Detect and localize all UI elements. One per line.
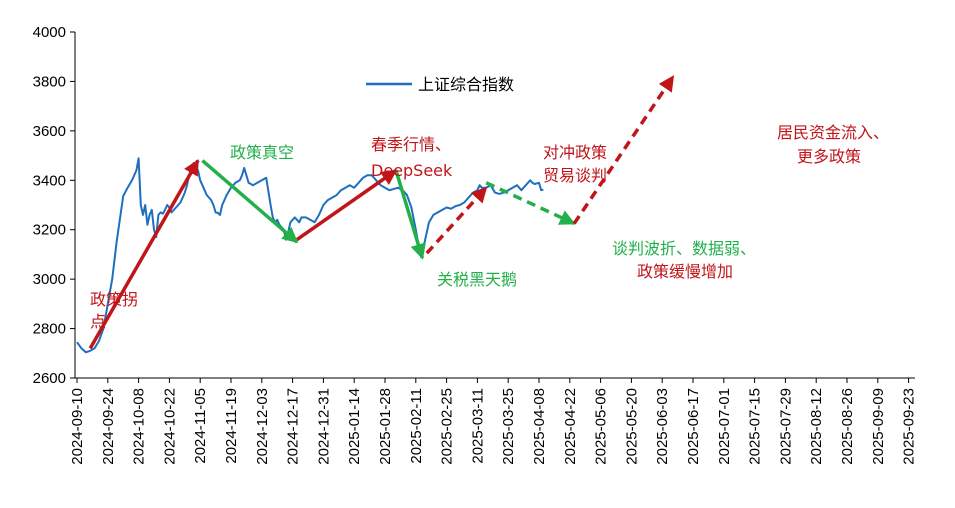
trend-arrows [88,75,675,350]
y-tick-label: 3400 [33,172,66,189]
y-tick-label: 3800 [33,73,66,90]
x-tick-label: 2024-11-19 [223,388,240,464]
x-tick-label: 2025-07-29 [777,388,794,465]
annotation-hedging-policy: 对冲政策 贸易谈判 [543,143,612,185]
trend-arrow-6-dashed [485,181,576,226]
x-tick-label: 2025-02-11 [408,388,425,464]
x-tick-label: 2025-06-17 [685,388,702,465]
x-tick-label: 2025-01-14 [346,388,363,465]
y-axis: 2600 2800 3000 3200 3400 3600 3800 4000 [33,24,76,387]
x-tick-label: 2025-04-08 [531,388,548,465]
x-tick-label: 2024-10-08 [131,388,148,465]
x-tick-label: 2025-05-06 [593,388,610,465]
x-tick-label: 2024-12-31 [315,388,332,465]
annotation-resident-inflow: 居民资金流入、 更多政策 [777,123,894,166]
y-tick-label: 3600 [33,123,66,140]
x-tick-label: 2025-03-11 [469,388,486,464]
trend-arrow-5-dashed [425,186,488,255]
y-tick-label: 2800 [33,321,66,338]
series-layer [76,157,544,354]
trend-arrow-3 [295,168,398,242]
x-tick-label: 2025-09-09 [870,388,887,465]
trend-arrow-4 [394,169,426,260]
x-tick-label: 2025-02-25 [439,388,456,465]
legend-label: 上证综合指数 [418,75,514,94]
y-tick-label: 2600 [33,370,66,387]
x-tick-label: 2025-07-15 [747,388,764,465]
y-tick-label: 3200 [33,222,66,239]
x-tick-label: 2024-12-17 [285,388,302,465]
x-tick-label: 2024-11-05 [192,388,209,464]
x-tick-label: 2025-01-28 [377,388,394,465]
x-tick-label: 2024-10-22 [161,388,178,465]
y-tick-label: 3000 [33,271,66,288]
annotation-policy-pivot: 政策拐 点 [90,290,143,331]
x-tick-label: 2025-03-25 [500,388,517,465]
x-tick-label: 2024-12-03 [254,388,271,465]
x-tick-label: 2025-05-20 [623,388,640,465]
series-line-shanghai-composite [76,157,544,354]
annotation-tariff-black-swan: 关税黑天鹅 [437,270,517,289]
annotation-spring-rally: 春季行情、 DeepSeek [371,135,456,180]
x-tick-label: 2025-08-26 [839,388,856,465]
x-tick-label: 2024-09-24 [100,388,117,465]
trend-arrow-1 [88,159,200,350]
y-tick-label: 4000 [33,24,66,41]
x-tick-label: 2025-08-12 [808,388,825,465]
x-tick-label: 2025-04-22 [562,388,579,465]
annotation-policy-vacuum: 政策真空 [230,143,294,162]
x-tick-label: 2024-09-10 [69,388,86,465]
x-tick-label: 2025-07-01 [716,388,733,465]
x-axis: 2024-09-10 2024-09-24 2024-10-08 2024-10-22… [69,377,918,465]
x-tick-label: 2025-09-23 [901,388,918,465]
trend-arrow-2 [201,159,299,244]
text-annotations: 政策拐 点 政策真空 春季行情、 DeepSeek 关税黑天鹅 对冲政策 贸易谈… [90,123,894,331]
x-tick-label: 2025-06-03 [654,388,671,465]
annotation-slow-policy: 政策缓慢增加 [637,262,733,281]
legend: 上证综合指数 [366,75,514,94]
annotation-negotiation-setback: 谈判波折、数据弱、 [612,239,756,258]
